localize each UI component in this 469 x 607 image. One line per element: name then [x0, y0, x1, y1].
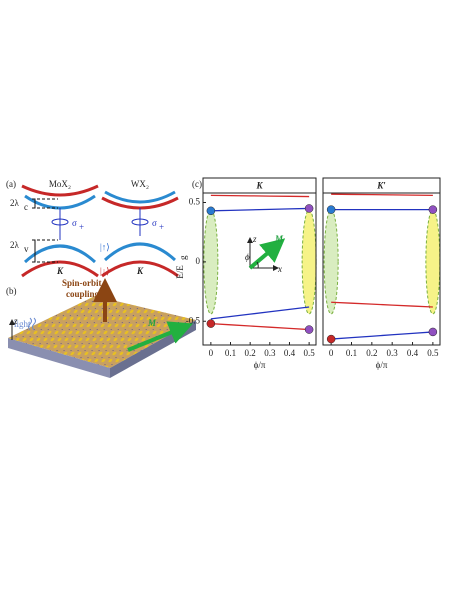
valley-label: K: [56, 266, 64, 276]
plot-frame: [202, 192, 317, 346]
inset-m: M: [274, 234, 284, 244]
z-label: z: [13, 316, 18, 326]
y-tick-label: 0: [196, 256, 201, 266]
band-line: [210, 322, 310, 331]
panel-label: (a): [6, 179, 16, 189]
material-label: WX₂: [131, 179, 149, 189]
y-axis-label-text: E/E: [175, 265, 185, 279]
x-tick-label: 0: [209, 348, 214, 358]
panel-label: (b): [6, 286, 17, 296]
y-axis-label: E/E g: [175, 255, 188, 279]
x-axis-label: ϕ/π: [376, 360, 388, 370]
panel-label: (c): [192, 179, 202, 189]
band-line: [210, 306, 310, 320]
spin-up: |↑⟩: [100, 242, 110, 252]
material-slab: [8, 296, 196, 378]
band-edge-marker: [326, 205, 336, 214]
inset-z: z: [252, 234, 257, 244]
sigma-label: σ: [72, 218, 77, 228]
valley-label: K: [136, 266, 144, 276]
x-tick-label: 0.5: [427, 348, 439, 358]
valley-ellipse: [323, 209, 339, 315]
plot-title: K: [255, 181, 263, 191]
valley-ellipse: [301, 209, 317, 315]
y-tick-label: 0.5: [189, 197, 201, 207]
polarization-ring: [51, 218, 69, 226]
material-label: MoX₂: [49, 179, 71, 189]
magnetization-arrow: [127, 321, 194, 352]
band-edge-marker: [206, 319, 216, 328]
x-tick-label: 0.2: [245, 348, 256, 358]
band-sketch: [21, 184, 179, 278]
y-tick-label: -0.5: [186, 315, 201, 325]
lambda-c-sub: c: [24, 202, 28, 212]
band-line: [210, 194, 310, 198]
valley-ellipse: [425, 209, 441, 315]
title-box: [322, 177, 441, 194]
band-line: [331, 193, 433, 197]
light-wave: [28, 317, 36, 331]
soc-label: coupling: [66, 289, 100, 299]
x-tick-label: 0.3: [387, 348, 399, 358]
title-box: [202, 177, 317, 194]
sigma-sub: +: [79, 222, 84, 232]
x-tick-label: 0.4: [407, 348, 419, 358]
x-tick-label: 0.2: [366, 348, 377, 358]
band-line: [331, 331, 433, 340]
y-axis-label-sub: g: [178, 255, 188, 260]
lambda-v: 2λ: [10, 240, 20, 250]
band-edge-marker: [428, 205, 438, 214]
x-tick-label: 0.3: [264, 348, 276, 358]
x-tick-label: 0: [329, 348, 334, 358]
inset-axes: [247, 237, 286, 271]
sigma-sub: +: [159, 222, 164, 232]
inset-phi: ϕ: [245, 252, 250, 262]
magnetization-label: M: [147, 318, 157, 328]
band-edge-marker: [206, 206, 216, 216]
band-line: [331, 301, 433, 308]
band-edge-marker: [428, 327, 438, 337]
x-axis-label: ϕ/π: [254, 360, 266, 370]
plots: K 0 0.1 0.2 0.3 0.4 0.5 0.5 0 -0.5 ϕ/π E/E g K′ 0 0.1 0.…: [175, 177, 441, 370]
light-label: light: [14, 319, 31, 329]
plot-frame: [322, 192, 441, 346]
band-line: [210, 207, 310, 212]
spin-down: |↓⟩: [100, 266, 110, 276]
soc-label: Spin-orbit: [62, 278, 102, 288]
band-edge-marker: [326, 334, 336, 344]
x-tick-label: 0.5: [303, 348, 315, 358]
band-edge-marker: [304, 204, 314, 213]
x-tick-label: 0.4: [284, 348, 296, 358]
lambda-v-sub: v: [24, 244, 29, 254]
band-edge-marker: [304, 325, 314, 334]
dashed-guides: [32, 198, 141, 263]
plot-title: K′: [376, 181, 386, 191]
x-tick-label: 0.1: [225, 348, 236, 358]
sigma-label: σ: [152, 218, 157, 228]
x-tick-label: 0.1: [346, 348, 357, 358]
polarization-ring: [131, 218, 149, 226]
lambda-c: 2λ: [10, 198, 20, 208]
inset-x: x: [277, 264, 282, 274]
